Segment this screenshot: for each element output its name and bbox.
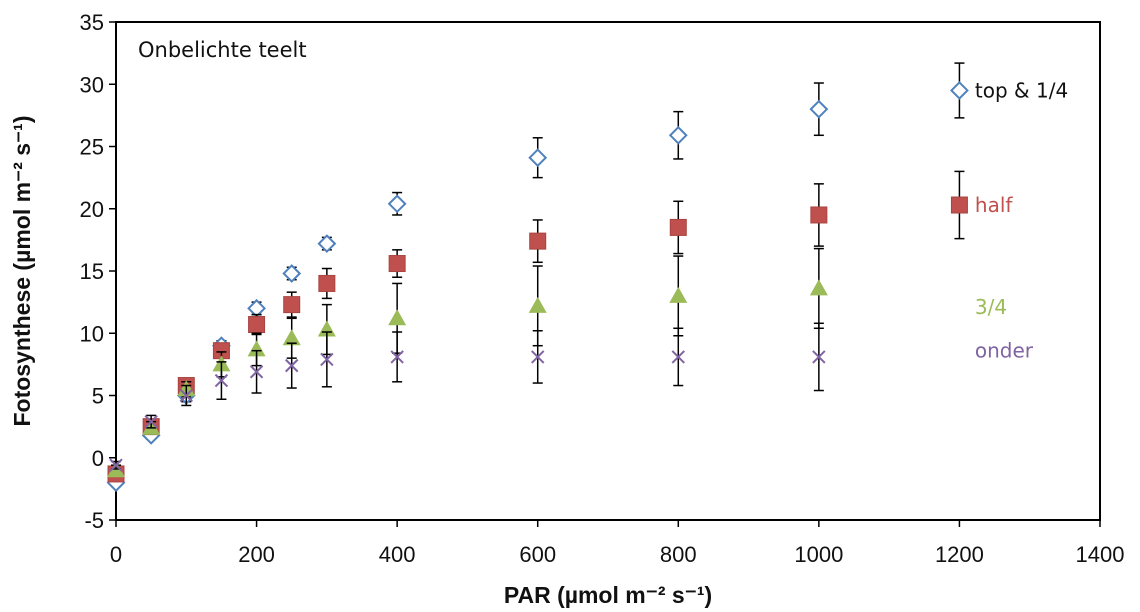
x-tick-label: 200 [238,542,275,567]
y-axis-ticks: -5 0 5 10 15 20 25 30 35 [80,10,116,533]
legend-marker [950,196,968,214]
data-point [247,340,266,357]
x-tick-label: 0 [110,542,122,567]
data-marks [106,82,829,493]
series-2 [107,247,828,478]
data-point [248,316,266,334]
data-point [144,414,158,429]
data-point [388,309,407,326]
x-tick-label: 1200 [935,542,984,567]
x-axis-ticks: 0 200 400 600 800 1000 1200 1400 [110,520,1125,567]
data-point [809,279,828,296]
legend-label: onder [975,339,1034,363]
data-point [671,350,685,364]
data-point [669,286,688,303]
y-axis-title: Fotosynthese (µmol m⁻² s⁻¹) [9,116,35,427]
data-point [810,206,828,224]
data-point [283,296,301,314]
x-tick-label: 400 [379,542,416,567]
y-tick-label: 15 [80,259,104,284]
y-tick-label: 5 [92,384,104,409]
series-3 [109,322,826,472]
data-point [109,458,123,472]
data-point [390,350,404,364]
data-point [529,232,547,250]
series-1 [107,183,828,483]
data-point [388,255,406,273]
y-tick-label: 10 [80,321,104,346]
data-point [669,218,687,236]
y-tick-label: -5 [84,508,104,533]
plot-title: Onbelichte teelt [138,38,307,62]
y-tick-label: 35 [80,10,104,35]
plot-frame [115,21,1101,521]
x-tick-label: 600 [519,542,556,567]
y-tick-label: 25 [80,135,104,160]
y-tick-label: 0 [92,446,104,471]
y-tick-label: 20 [80,197,104,222]
data-point [179,388,193,403]
data-point [285,358,299,373]
series-0 [106,82,829,493]
x-tick-label: 1000 [794,542,843,567]
data-point [387,194,407,214]
data-point [214,373,229,388]
x-axis-title: PAR (µmol m⁻² s⁻¹) [504,582,712,608]
data-point [809,99,829,119]
data-point [528,296,547,313]
legend-label: 3/4 [975,295,1007,319]
legend-marker [950,81,969,100]
data-point [668,125,688,145]
data-point [318,274,336,292]
data-point [317,234,337,254]
data-point [812,350,826,364]
data-point [282,264,302,283]
x-tick-label: 1400 [1076,542,1125,567]
legend-label: half [975,193,1013,217]
data-point [531,350,545,364]
data-point [249,365,264,379]
data-point [320,352,334,367]
data-point [282,329,301,346]
data-point [528,148,548,168]
x-tick-label: 800 [660,542,697,567]
legend-label: top & 1/4 [975,78,1068,102]
y-tick-label: 30 [80,72,104,97]
legend: top & 1/4 half 3/4 onder [950,62,1068,363]
